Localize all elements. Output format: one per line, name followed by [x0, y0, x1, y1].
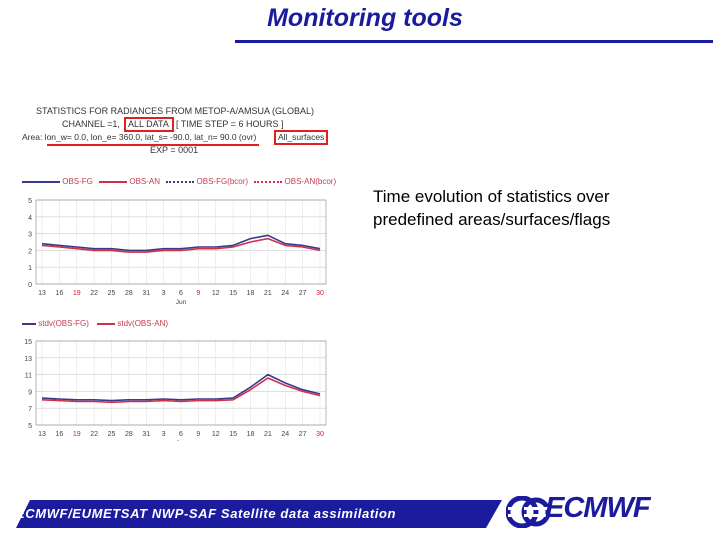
- legend-obs-an-bcor-swatch: [254, 180, 283, 183]
- ecmwf-logo-icon: [506, 496, 551, 528]
- series-line-0-1: [41, 237, 321, 253]
- title-underline: [235, 40, 713, 43]
- figure-header-all-surfaces: All_surfaces: [278, 132, 325, 142]
- legend-panel1: OBS-FG OBS-AN OBS-FG(bcor) OBS-AN(bcor): [22, 177, 336, 186]
- legend-obs-fg-swatch: [22, 180, 60, 183]
- x-tick-label-0-4: 25: [108, 290, 116, 297]
- figure-header-line2-suffix: [ TIME STEP = 6 HOURS ]: [176, 119, 284, 129]
- x-tick-label-1-13: 21: [264, 431, 272, 438]
- x-tick-label-1-9: 9: [196, 431, 200, 438]
- x-tick-label-0-11: 15: [229, 290, 237, 297]
- x-tick-label-1-2: 19: [73, 431, 81, 438]
- y-tick-label-1-4: 13: [24, 356, 32, 363]
- y-tick-label-0-4: 4: [28, 215, 32, 222]
- legend-obs-fg: OBS-FG: [62, 177, 93, 186]
- footer-banner: [16, 500, 502, 528]
- x-tick-label-0-2: 19: [73, 290, 81, 297]
- figure-header-line1: STATISTICS FOR RADIANCES FROM METOP-A/AM…: [36, 106, 315, 116]
- x-tick-label-0-3: 22: [90, 290, 98, 297]
- y-tick-label-1-0: 5: [28, 423, 32, 430]
- series-line-0-0: [41, 234, 321, 252]
- figure-header-line4: EXP = 0001: [150, 145, 199, 155]
- series-line-1-0: [41, 373, 321, 402]
- y-tick-label-0-5: 5: [28, 198, 32, 205]
- figure-header-all-data: ALL DATA: [128, 119, 169, 129]
- y-tick-label-1-1: 7: [28, 406, 32, 413]
- x-tick-label-1-12: 18: [247, 431, 255, 438]
- x-tick-label-0-12: 18: [247, 290, 255, 297]
- x-tick-label-1-10: 12: [212, 431, 220, 438]
- x-tick-label-1-1: 16: [55, 431, 63, 438]
- highlight-box-all-surfaces: [274, 130, 328, 145]
- description-text: Time evolution of statistics over predef…: [373, 187, 611, 229]
- x-tick-label-0-15: 27: [299, 290, 307, 297]
- x-tick-label-0-9: 9: [196, 290, 200, 297]
- area-underline: [47, 144, 259, 146]
- y-tick-label-1-2: 9: [28, 389, 32, 396]
- x-month-label-1: Jun: [176, 440, 187, 441]
- y-tick-label-0-0: 0: [28, 282, 32, 289]
- x-tick-label-0-14: 24: [281, 290, 289, 297]
- x-tick-label-1-5: 28: [125, 431, 133, 438]
- x-tick-label-0-1: 16: [55, 290, 63, 297]
- x-tick-label-0-13: 21: [264, 290, 272, 297]
- legend-stdv-obs-fg-swatch: [22, 322, 36, 325]
- legend-panel2: stdv(OBS-FG) stdv(OBS-AN): [22, 319, 168, 328]
- x-tick-label-1-7: 3: [162, 431, 166, 438]
- x-tick-label-1-14: 24: [281, 431, 289, 438]
- y-tick-label-0-3: 3: [28, 232, 32, 239]
- x-tick-label-0-16: 30: [316, 290, 324, 297]
- series-line-1-1: [41, 377, 321, 404]
- x-tick-label-0-10: 12: [212, 290, 220, 297]
- x-tick-label-0-6: 31: [142, 290, 150, 297]
- x-tick-label-0-8: 6: [179, 290, 183, 297]
- legend-obs-fg-bcor: OBS-FG(bcor): [196, 177, 249, 186]
- legend-stdv-obs-an-swatch: [97, 322, 116, 325]
- x-tick-label-1-16: 30: [316, 431, 324, 438]
- y-tick-label-0-1: 1: [28, 265, 32, 272]
- legend-obs-an-bcor: OBS-AN(bcor): [284, 177, 337, 186]
- slide-title: Monitoring tools: [267, 4, 463, 32]
- x-tick-label-1-3: 22: [90, 431, 98, 438]
- x-tick-label-1-6: 31: [142, 431, 150, 438]
- highlight-box-all-data: [124, 117, 174, 132]
- legend-stdv-obs-fg: stdv(OBS-FG): [38, 319, 89, 328]
- x-tick-label-1-4: 25: [108, 431, 116, 438]
- ecmwf-logo-text: ECMWF: [545, 492, 651, 524]
- x-tick-label-0-7: 3: [162, 290, 166, 297]
- x-tick-label-1-0: 13: [38, 431, 46, 438]
- footer-text: ECMWF/EUMETSAT NWP-SAF Satellite data as…: [16, 506, 397, 521]
- y-tick-label-1-3: 11: [25, 373, 32, 380]
- legend-obs-an-swatch: [99, 180, 128, 183]
- figure-header-line3-prefix: Area: lon_w= 0.0, lon_e= 360.0, lat_s= -…: [22, 132, 257, 142]
- legend-obs-fg-bcor-swatch: [166, 180, 195, 183]
- x-tick-label-1-15: 27: [299, 431, 307, 438]
- plot-frame-1: [35, 340, 327, 426]
- x-tick-label-0-5: 28: [125, 290, 133, 297]
- x-tick-label-0-0: 13: [38, 290, 46, 297]
- x-tick-label-1-8: 6: [179, 431, 183, 438]
- plot-frame-0: [35, 199, 327, 285]
- y-tick-label-0-2: 2: [28, 248, 32, 255]
- figure-header-line2-prefix: CHANNEL =1,: [62, 119, 120, 129]
- legend-obs-an: OBS-AN: [129, 177, 161, 186]
- legend-stdv-obs-an: stdv(OBS-AN): [117, 319, 169, 328]
- x-month-label-0: Jun: [176, 299, 187, 306]
- monitoring-figure: STATISTICS FOR RADIANCES FROM METOP-A/AM…: [20, 99, 340, 441]
- x-tick-label-1-11: 15: [229, 431, 237, 438]
- y-tick-label-1-5: 15: [24, 339, 32, 346]
